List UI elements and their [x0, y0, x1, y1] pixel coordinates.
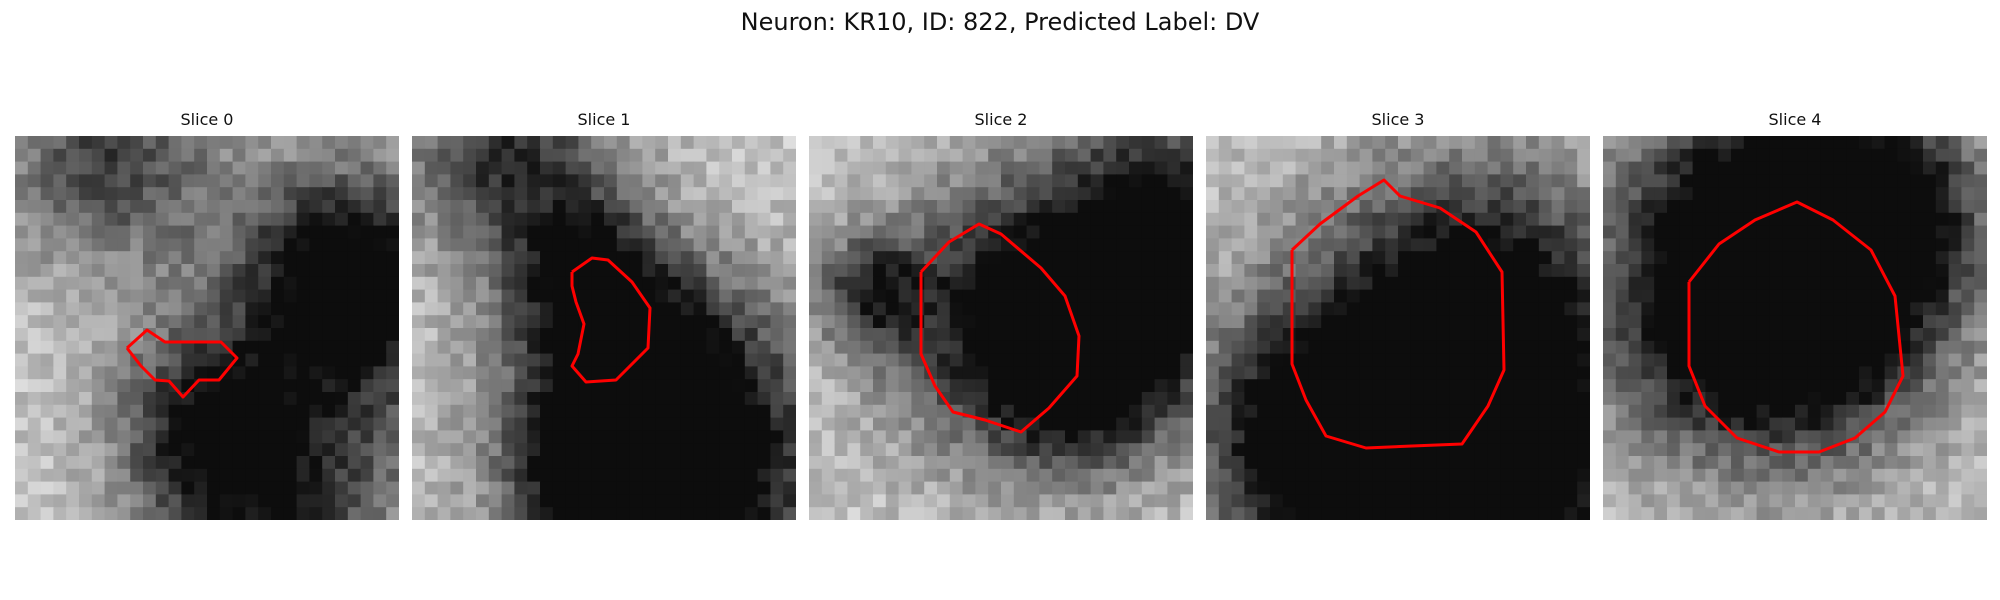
slice-title-1: Slice 1 [577, 110, 631, 129]
slice-image-4 [1603, 136, 1987, 520]
slice-title-4: Slice 4 [1768, 110, 1822, 129]
slice-panel-4: Slice 4 [1603, 110, 1987, 525]
slice-panel-0: Slice 0 [15, 110, 399, 525]
slice-panel-1: Slice 1 [412, 110, 796, 525]
slice-image-1 [412, 136, 796, 520]
figure-title: Neuron: KR10, ID: 822, Predicted Label: … [740, 8, 1260, 36]
slice-panel-2: Slice 2 [809, 110, 1193, 525]
slice-title-3: Slice 3 [1371, 110, 1425, 129]
slice-title-0: Slice 0 [180, 110, 234, 129]
slice-image-2 [809, 136, 1193, 520]
roi-contour [1290, 178, 1506, 450]
slice-title-2: Slice 2 [974, 110, 1028, 129]
slice-image-3 [1206, 136, 1590, 520]
roi-contour [919, 222, 1081, 434]
slice-panel-3: Slice 3 [1206, 110, 1590, 525]
slice-image-0 [15, 136, 399, 520]
roi-contour [1687, 200, 1905, 454]
roi-contour [570, 256, 652, 384]
roi-contour [125, 328, 239, 399]
